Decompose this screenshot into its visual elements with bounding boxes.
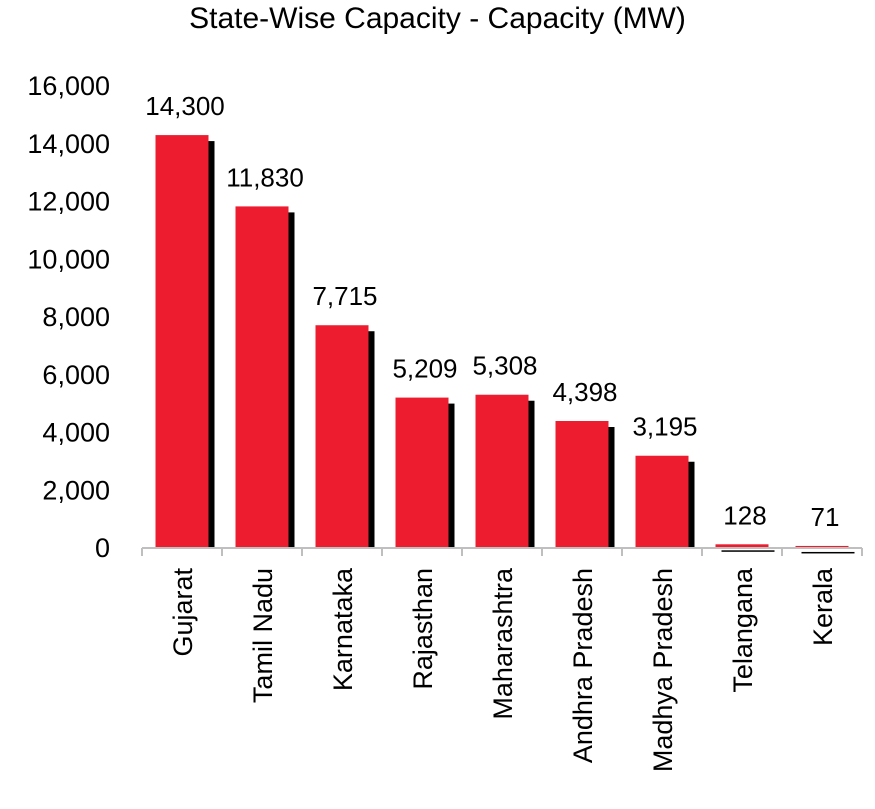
y-tick-label: 2,000 [42, 475, 110, 505]
bar-shadow [801, 551, 855, 554]
y-tick-label: 14,000 [27, 129, 110, 159]
y-tick-label: 12,000 [27, 187, 110, 217]
y-tick-label: 6,000 [42, 360, 110, 390]
bar-rajasthan [395, 397, 449, 548]
data-label: 14,300 [145, 91, 225, 121]
chart-title: State-Wise Capacity - Capacity (MW) [189, 2, 686, 35]
category-label: Madhya Pradesh [648, 568, 678, 772]
bar-karnataka [315, 325, 369, 548]
data-label: 5,209 [392, 354, 457, 384]
data-label: 4,398 [552, 377, 617, 407]
y-tick-label: 10,000 [27, 244, 110, 274]
category-label: Telangana [728, 567, 758, 693]
y-tick-label: 4,000 [42, 418, 110, 448]
data-label: 7,715 [312, 281, 377, 311]
bar-telangana [715, 544, 769, 548]
bar-madhya-pradesh [635, 455, 689, 548]
data-labels: 14,300 11,830 7,715 5,209 5,308 4,398 3,195 128… [145, 91, 839, 532]
category-label: Maharashtra [488, 567, 518, 720]
bar-kerala [795, 545, 849, 548]
y-axis: 0 2,000 4,000 6,000 8,000 10,000 12,000 14,000 1… [27, 71, 110, 563]
bars [155, 135, 849, 548]
category-label: Andhra Pradesh [568, 568, 598, 763]
y-tick-label: 0 [95, 533, 110, 563]
y-tick-label: 16,000 [27, 71, 110, 101]
data-label: 11,830 [226, 162, 304, 192]
category-label: Kerala [808, 567, 838, 646]
bar-andhra-pradesh [555, 421, 609, 548]
x-axis-ticks [141, 548, 863, 556]
data-label: 71 [811, 502, 840, 532]
bar-gujarat [155, 135, 209, 548]
data-label: 5,308 [472, 351, 537, 381]
bar-tamil-nadu [235, 206, 289, 548]
category-label: Karnataka [328, 567, 358, 691]
data-label: 128 [723, 500, 766, 530]
category-label: Gujarat [168, 568, 198, 657]
category-label: Rajasthan [408, 568, 438, 690]
bar-maharashtra [475, 394, 529, 548]
category-labels: Gujarat Tamil Nadu Karnataka Rajasthan Mahar… [168, 567, 838, 772]
bar-shadow [721, 550, 775, 552]
y-tick-label: 8,000 [42, 302, 110, 332]
category-label: Tamil Nadu [248, 568, 278, 703]
data-label: 3,195 [632, 412, 697, 442]
